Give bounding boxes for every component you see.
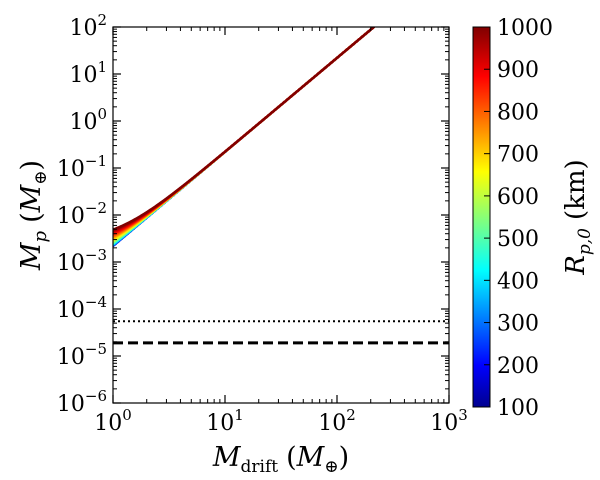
curves [113, 27, 376, 247]
colorbar-tick-label: 600 [497, 185, 539, 210]
x-axis-label: Mdrift (M⊕) [212, 442, 349, 477]
colorbar-tick-label: 900 [497, 58, 539, 83]
y-tick-label: 102 [69, 11, 107, 41]
x-tick-label: 103 [430, 406, 468, 436]
colorbar-tick-label: 300 [497, 312, 539, 337]
y-tick-label: 10−3 [57, 246, 107, 276]
colorbar [472, 26, 491, 408]
colorbar-tick-label: 1000 [497, 16, 553, 41]
x-tick-label: 100 [94, 406, 132, 436]
colorbar-label: Rp,0(km) [561, 159, 595, 275]
y-tick-label: 100 [69, 105, 107, 135]
y-tick-label: 10−5 [57, 340, 107, 370]
x-axis-ticks: 100 101 102 103 [94, 27, 468, 436]
y-axis-ticks: 10−6 10−5 10−4 10−3 10−2 10−1 100 101 102 [57, 11, 449, 417]
curve-r875 [113, 27, 376, 235]
y-tick-label: 10−4 [57, 293, 107, 323]
curve-r1000 [113, 27, 376, 231]
y-tick-label: 10−2 [57, 199, 107, 229]
colorbar-tick-label: 500 [497, 227, 539, 252]
curve-r900 [113, 27, 376, 234]
y-tick-label: 10−1 [57, 152, 107, 182]
y-axis-label: Mp(M⊕) [16, 160, 51, 271]
curve-r975 [113, 27, 376, 232]
plot-frame [112, 26, 450, 404]
y-tick-label: 101 [69, 58, 107, 88]
colorbar-tick-label: 200 [497, 354, 539, 379]
y-tick-label: 10−6 [57, 387, 107, 417]
reference-lines [113, 320, 449, 345]
colorbar-tick-label: 100 [497, 396, 539, 421]
colorbar-tick-label: 800 [497, 100, 539, 125]
x-tick-label: 102 [318, 406, 356, 436]
curve-r925 [113, 27, 376, 234]
curve-r950 [113, 27, 376, 233]
colorbar-tick-label: 700 [497, 143, 539, 168]
colorbar-ticks: 100 200 300 400 500 600 700 800 900 1000 [484, 16, 553, 421]
x-tick-label: 101 [206, 406, 244, 436]
colorbar-tick-label: 400 [497, 269, 539, 294]
